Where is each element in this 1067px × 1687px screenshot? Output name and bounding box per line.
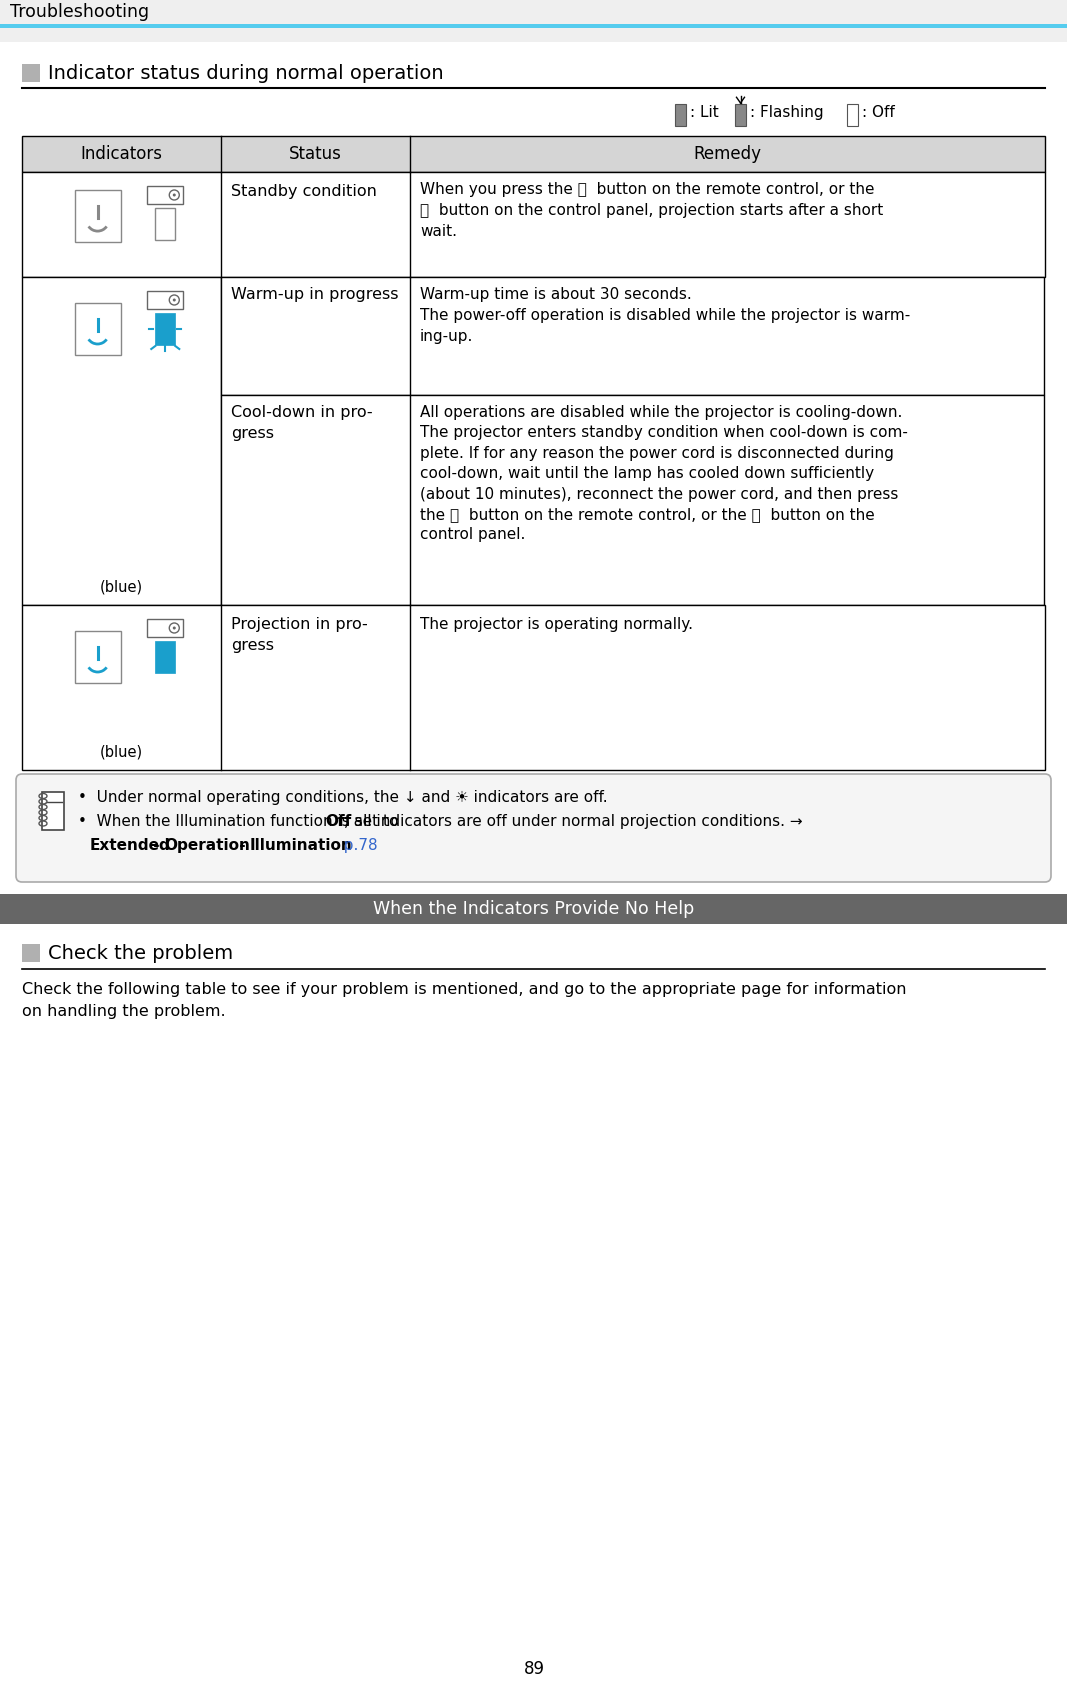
Text: •  When the Illumination function is set to: • When the Illumination function is set … (78, 815, 403, 828)
Bar (221, 277, 1044, 395)
Bar (156, 208, 175, 240)
Text: Operation: Operation (164, 838, 250, 854)
Bar (847, 105, 858, 127)
Bar (735, 105, 746, 127)
Text: : Lit: : Lit (690, 105, 719, 120)
Bar (75, 631, 121, 683)
Bar (22, 606, 1045, 769)
Text: •  Under normal operating conditions, the ↓ and ☀ indicators are off.: • Under normal operating conditions, the… (78, 790, 607, 805)
Bar (22, 172, 1045, 277)
Text: When you press the Ⓘ  button on the remote control, or the
⏻  button on the cont: When you press the Ⓘ button on the remot… (420, 182, 883, 240)
Circle shape (173, 299, 176, 302)
Bar (0, 0, 1067, 24)
Bar (147, 619, 184, 638)
Text: : Flashing: : Flashing (750, 105, 824, 120)
Circle shape (173, 626, 176, 629)
Text: Extended: Extended (90, 838, 171, 854)
Text: : Off: : Off (862, 105, 895, 120)
Text: Remedy: Remedy (694, 145, 762, 164)
Text: Indicators: Indicators (80, 145, 162, 164)
Bar (22, 945, 39, 962)
Text: , all indicators are off under normal projection conditions. →: , all indicators are off under normal pr… (345, 815, 802, 828)
Text: (blue): (blue) (100, 579, 143, 594)
Text: Check the following table to see if your problem is mentioned, and go to the app: Check the following table to see if your… (22, 982, 907, 1019)
Bar (156, 641, 175, 673)
Circle shape (173, 194, 176, 196)
Text: Troubleshooting: Troubleshooting (10, 3, 149, 20)
Text: -: - (234, 838, 251, 854)
Bar (675, 105, 686, 127)
Text: When the Indicators Provide No Help: When the Indicators Provide No Help (373, 899, 695, 918)
Bar (0, 24, 1067, 29)
FancyBboxPatch shape (16, 774, 1051, 882)
Text: Warm-up time is about 30 seconds.
The power-off operation is disabled while the : Warm-up time is about 30 seconds. The po… (420, 287, 910, 344)
Text: -: - (148, 838, 165, 854)
Bar (147, 186, 184, 204)
Text: Off: Off (325, 815, 351, 828)
Text: Status: Status (289, 145, 341, 164)
Text: Standby condition: Standby condition (230, 184, 377, 199)
Bar (22, 64, 39, 83)
Bar (75, 304, 121, 354)
Text: (blue): (blue) (100, 744, 143, 759)
Bar (22, 277, 221, 606)
Bar (0, 894, 1067, 924)
Text: Check the problem: Check the problem (48, 945, 233, 963)
Bar (147, 290, 184, 309)
Text: Warm-up in progress: Warm-up in progress (230, 287, 398, 302)
Bar (42, 791, 64, 830)
Text: Illumination: Illumination (250, 838, 353, 854)
Text: The projector is operating normally.: The projector is operating normally. (420, 617, 692, 633)
Bar (75, 191, 121, 243)
Text: Projection in pro-
gress: Projection in pro- gress (230, 617, 368, 653)
Text: Cool-down in pro-
gress: Cool-down in pro- gress (230, 405, 372, 440)
Text: 89: 89 (524, 1660, 544, 1679)
Bar (0, 29, 1067, 42)
Text: Indicator status during normal operation: Indicator status during normal operation (48, 64, 444, 83)
Text: p.78: p.78 (334, 838, 378, 854)
Bar (156, 314, 175, 346)
Bar (221, 395, 1044, 606)
Bar (22, 137, 1045, 172)
Text: All operations are disabled while the projector is cooling-down.
The projector e: All operations are disabled while the pr… (420, 405, 908, 543)
